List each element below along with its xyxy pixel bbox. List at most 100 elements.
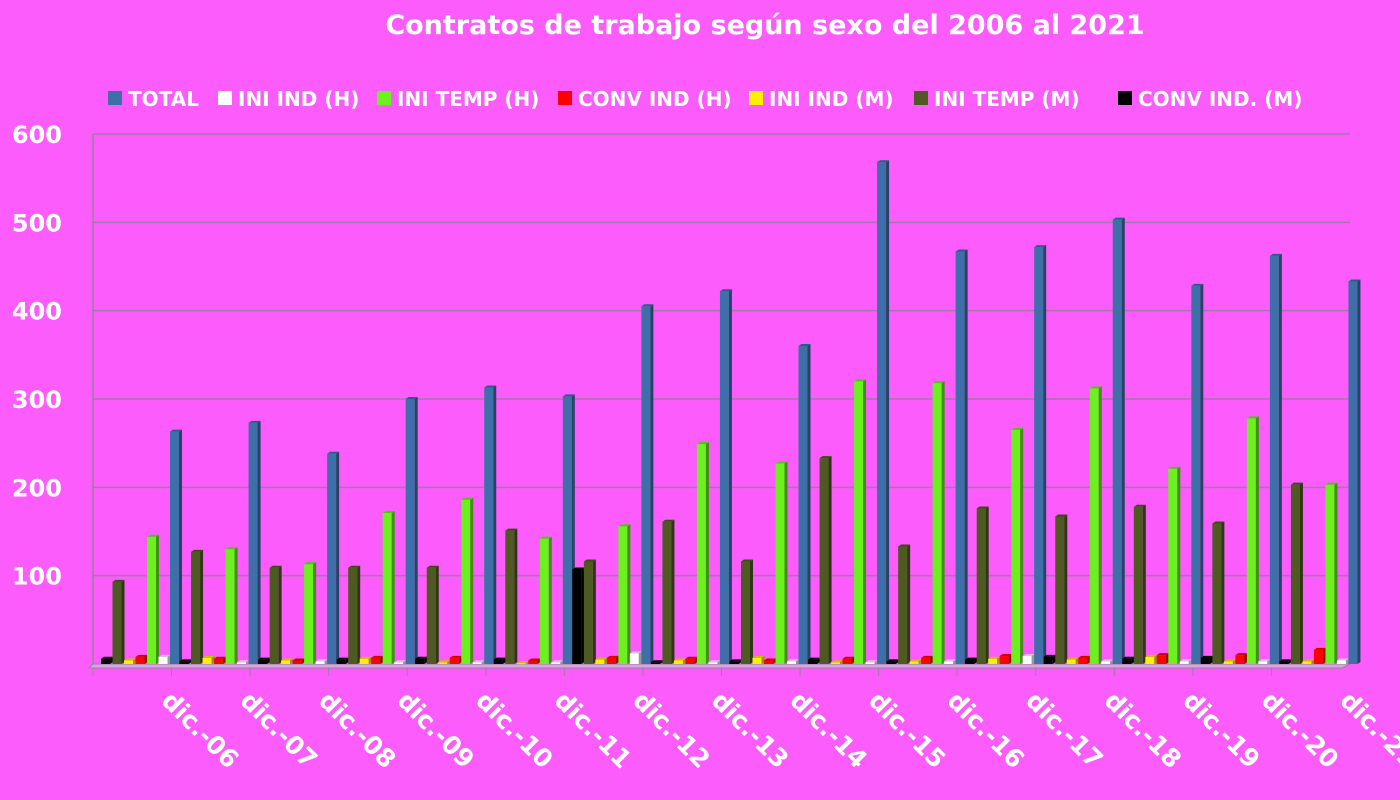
bar-side (470, 497, 474, 664)
bar-ini-temp-m (505, 530, 515, 664)
bar-ini-ind-h (158, 656, 168, 664)
bar-side (548, 536, 552, 664)
legend-swatch (1118, 91, 1132, 105)
bar-side (773, 658, 776, 664)
bar-top (191, 549, 204, 552)
bar-conv-ind-h (1078, 657, 1088, 664)
bar-top (327, 451, 340, 454)
bar-side (121, 579, 125, 664)
bar-ini-ind-h (551, 662, 561, 664)
bar-ini-ind-h (1101, 661, 1111, 664)
bar-side (211, 655, 215, 664)
bar-side (267, 657, 271, 664)
bar-ini-ind-h (315, 661, 325, 664)
bar-conv-ind-m (1122, 658, 1132, 664)
bar-top (1133, 504, 1146, 507)
bar-top (438, 660, 451, 663)
bar-conv-ind-m (965, 659, 975, 664)
bar-side (188, 659, 192, 664)
x-tick-label: dic.-21 (1334, 686, 1400, 774)
bar-top (359, 656, 372, 659)
bar-top (909, 659, 922, 662)
bar-side (246, 660, 250, 664)
bar-top (258, 657, 271, 660)
bar-top (394, 660, 407, 663)
bar-top (741, 559, 753, 562)
bar-side (502, 657, 506, 664)
bar-side (817, 657, 821, 664)
bar-side (1322, 647, 1326, 664)
bar-side (234, 547, 238, 664)
bar-side (604, 657, 608, 664)
bar-ini-ind-h (629, 653, 639, 664)
legend-label: CONV IND. (M) (1138, 87, 1302, 111)
bar-side (840, 660, 844, 664)
bar-conv-ind-h (606, 657, 616, 664)
bar-top (629, 651, 642, 654)
bar-top (1246, 416, 1259, 419)
bar-conv-ind-h (292, 660, 302, 664)
bar-total (327, 453, 337, 664)
bar-top (650, 660, 663, 663)
bar-top (493, 657, 506, 660)
bar-conv-ind-h (764, 660, 773, 664)
x-tick-label: dic.-07 (235, 686, 323, 774)
bar-ini-ind-h (865, 662, 875, 664)
bar-top (775, 461, 788, 464)
bar-top (673, 658, 686, 661)
bar-ini-temp-m (583, 561, 593, 664)
bar-side (1031, 654, 1035, 664)
bar-total (405, 399, 415, 664)
bar-top (1078, 655, 1091, 658)
bar-side (1052, 654, 1056, 664)
bar-top (348, 565, 361, 568)
bar-top (719, 289, 732, 292)
legend-swatch (108, 91, 122, 105)
bar-side (1121, 217, 1125, 664)
bar-ini-temp-m (1055, 516, 1065, 664)
bar-total (1269, 255, 1279, 664)
bar-conv-ind-m (336, 659, 346, 664)
bar-top (1156, 653, 1169, 656)
bar-side (290, 658, 294, 664)
bar-conv-ind-m (101, 658, 110, 664)
legend-swatch (218, 91, 232, 105)
bar-conv-ind-m (572, 569, 582, 664)
bar-side (1020, 427, 1024, 664)
bar-total (484, 387, 494, 664)
bar-ini-temp-m (1212, 523, 1222, 664)
bar-top (819, 456, 832, 459)
bar-ini-ind-m (909, 661, 919, 664)
bars (101, 160, 1361, 665)
bar-top (1089, 386, 1102, 389)
bar-top (898, 544, 911, 547)
bar-conv-ind-m (1279, 661, 1289, 664)
bar-side (650, 304, 654, 664)
bar-top (135, 654, 148, 657)
bar-ini-temp-h (854, 381, 864, 664)
bar-side (1177, 466, 1181, 664)
legend-swatch (914, 91, 928, 105)
bar-side (659, 660, 663, 664)
legend-swatch (377, 91, 391, 105)
bar-top (999, 654, 1012, 657)
bar-side (907, 544, 911, 664)
bar-conv-ind-h (135, 656, 145, 664)
bar-top (708, 660, 721, 663)
bar-total (562, 396, 572, 664)
bar-top (965, 657, 978, 660)
bar-side (447, 660, 451, 664)
bar-side (435, 565, 439, 664)
bar-ini-temp-m (741, 561, 750, 664)
bar-top (572, 567, 585, 570)
legend: TOTAL INI IND (H) INI TEMP (H) CONV IND (H)… (108, 87, 1302, 111)
bar-side (481, 660, 485, 664)
bar-top (461, 497, 474, 500)
y-tick-label: 200 (12, 474, 62, 502)
bar-top (225, 547, 238, 550)
bar-top (237, 660, 250, 663)
bar-side (1188, 659, 1192, 664)
bar-side (930, 655, 934, 664)
bar-side (895, 659, 899, 664)
